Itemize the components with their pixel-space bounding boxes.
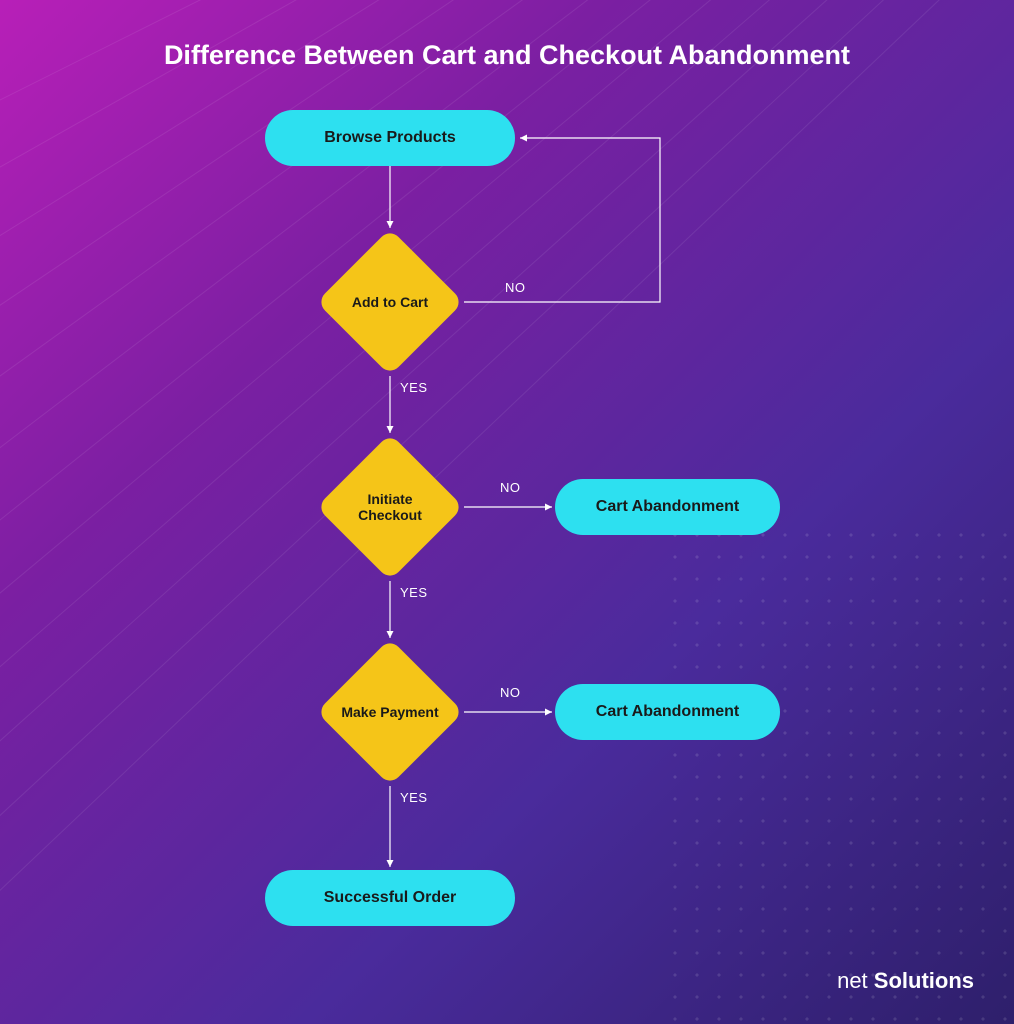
node-cartab1: Cart Abandonment — [555, 479, 780, 535]
node-success: Successful Order — [265, 870, 515, 926]
edge-label-addcart-browse: NO — [505, 280, 526, 295]
node-label: Make Payment — [338, 704, 442, 720]
node-cartab2: Cart Abandonment — [555, 684, 780, 740]
node-initiate: Initiate Checkout — [316, 433, 463, 580]
node-label: Initiate Checkout — [338, 491, 442, 523]
brand-logo: net Solutions — [837, 968, 974, 994]
logo-bold: Solutions — [868, 968, 974, 993]
logo-light: net — [837, 968, 868, 993]
edge-label-initiate-payment: YES — [400, 585, 428, 600]
edge-label-initiate-cartab1: NO — [500, 480, 521, 495]
node-addcart: Add to Cart — [316, 228, 463, 375]
edge-label-payment-success: YES — [400, 790, 428, 805]
edge-label-addcart-initiate: YES — [400, 380, 428, 395]
edge-label-payment-cartab2: NO — [500, 685, 521, 700]
node-payment: Make Payment — [316, 638, 463, 785]
flowchart-canvas: Browse Products Add to Cart Initiate Check… — [0, 0, 1014, 1024]
node-browse: Browse Products — [265, 110, 515, 166]
node-label: Add to Cart — [338, 294, 442, 310]
